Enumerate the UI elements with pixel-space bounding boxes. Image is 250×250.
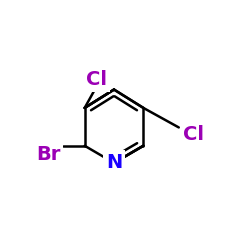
Text: N: N — [106, 154, 122, 172]
Text: Cl: Cl — [86, 70, 108, 89]
Text: Br: Br — [36, 145, 60, 164]
Text: Cl: Cl — [183, 125, 204, 144]
